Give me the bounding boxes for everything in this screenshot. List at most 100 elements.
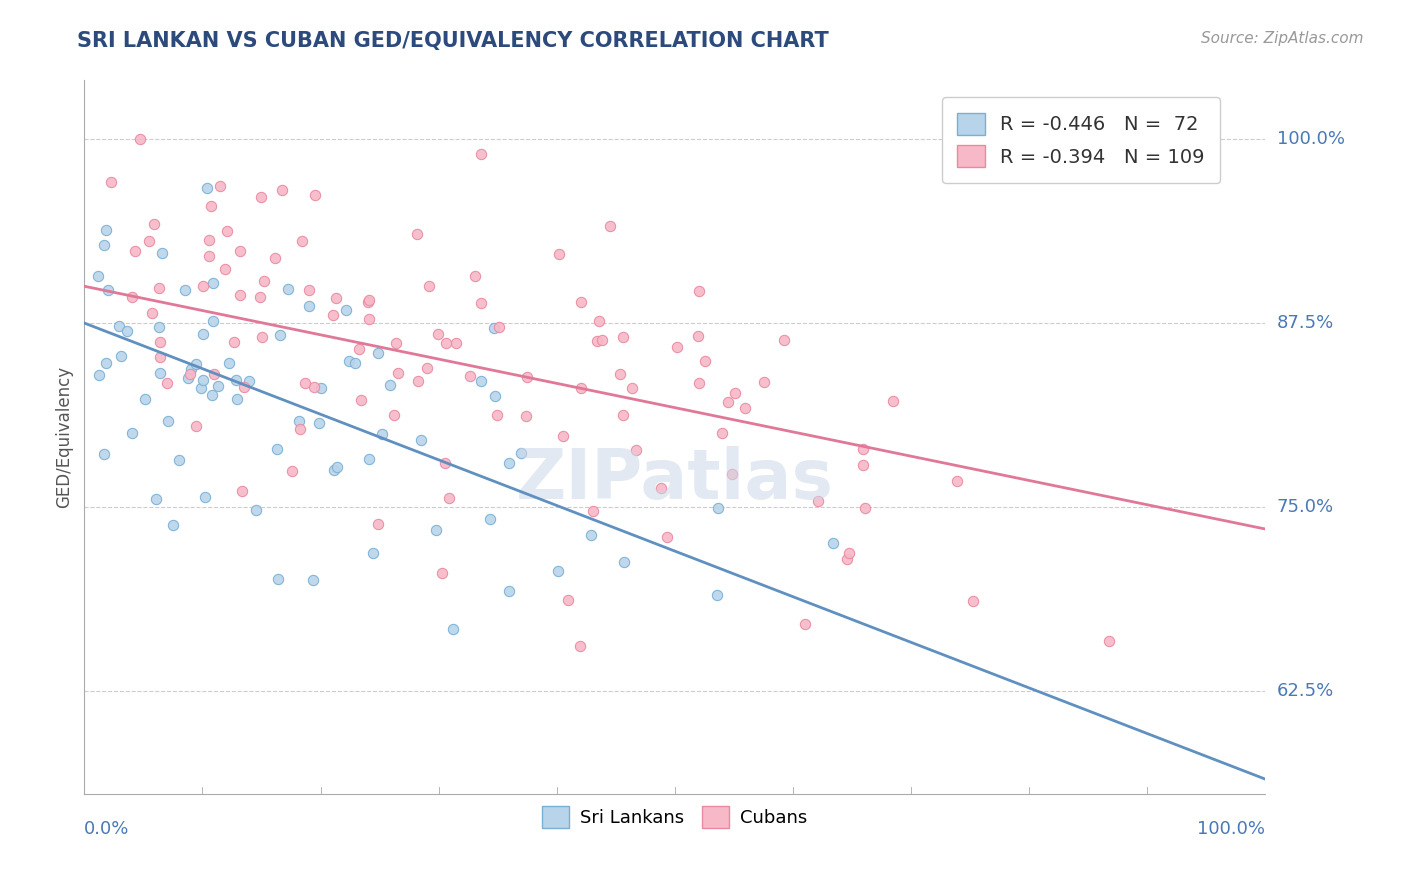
Point (100, 175, 122, 189)
Point (382, 409, 405, 423)
Point (121, 426, 143, 441)
Point (624, 442, 647, 457)
Point (721, 467, 744, 481)
Point (498, 456, 520, 470)
Point (688, 376, 710, 391)
Point (226, 392, 249, 407)
Point (370, 427, 392, 442)
Point (650, 482, 672, 496)
Point (385, 335, 408, 350)
Point (772, 333, 794, 347)
Point (198, 233, 221, 247)
Point (418, 279, 440, 293)
Point (121, 290, 143, 304)
Text: 0.0%: 0.0% (84, 821, 129, 838)
Point (706, 589, 728, 603)
Point (202, 276, 225, 290)
Point (298, 299, 321, 313)
Point (86, 268, 108, 283)
Point (347, 342, 370, 356)
Point (612, 330, 634, 344)
Point (582, 504, 605, 518)
Point (266, 442, 288, 457)
Y-axis label: GED/Equivalency: GED/Equivalency (55, 366, 73, 508)
Point (229, 288, 252, 302)
Point (93, 447, 115, 461)
Point (194, 490, 217, 504)
Point (367, 346, 389, 360)
Point (294, 376, 316, 390)
Point (344, 356, 367, 370)
Point (488, 320, 510, 334)
Point (470, 146, 492, 161)
Point (322, 308, 344, 322)
Point (225, 373, 247, 387)
Point (156, 376, 179, 391)
Point (252, 330, 274, 344)
Point (509, 446, 531, 460)
Point (269, 328, 291, 343)
Point (117, 324, 139, 338)
Point (250, 190, 273, 204)
Point (148, 320, 170, 334)
Point (94, 223, 117, 237)
Point (569, 295, 592, 310)
Point (807, 494, 830, 508)
Point (200, 199, 222, 213)
Point (821, 535, 844, 549)
Text: SRI LANKAN VS CUBAN GED/EQUIVALENCY CORRELATION CHART: SRI LANKAN VS CUBAN GED/EQUIVALENCY CORR… (77, 31, 830, 51)
Point (568, 639, 591, 653)
Point (156, 414, 179, 428)
Point (693, 353, 716, 368)
Point (124, 244, 146, 258)
Point (167, 453, 190, 467)
Point (138, 234, 160, 248)
Point (710, 425, 733, 440)
Point (129, 132, 152, 146)
Point (302, 573, 325, 587)
Point (838, 546, 860, 560)
Point (288, 414, 311, 428)
Point (557, 592, 579, 607)
Point (357, 312, 380, 326)
Point (666, 340, 689, 354)
Point (94, 356, 117, 370)
Point (962, 594, 984, 608)
Point (173, 283, 195, 297)
Point (612, 409, 634, 423)
Point (724, 385, 747, 400)
Point (378, 377, 401, 392)
Point (434, 336, 457, 351)
Point (945, 474, 967, 488)
Point (516, 370, 538, 384)
Point (207, 378, 229, 392)
Point (621, 381, 644, 395)
Point (304, 188, 326, 202)
Point (657, 530, 679, 544)
Point (427, 326, 450, 341)
Point (249, 289, 271, 303)
Point (591, 334, 613, 348)
Point (150, 245, 173, 260)
Point (291, 234, 314, 248)
Point (277, 282, 299, 296)
Point (609, 367, 631, 381)
Point (752, 376, 775, 390)
Point (409, 433, 432, 447)
Point (853, 500, 876, 515)
Point (298, 283, 321, 297)
Point (145, 492, 167, 507)
Point (579, 528, 602, 542)
Point (93, 237, 115, 252)
Point (326, 460, 349, 475)
Point (498, 583, 520, 598)
Point (437, 491, 460, 505)
Point (245, 503, 267, 517)
Point (179, 367, 201, 381)
Point (425, 523, 447, 537)
Point (588, 314, 610, 328)
Point (484, 389, 506, 403)
Point (458, 369, 481, 384)
Point (143, 217, 166, 231)
Point (228, 244, 250, 258)
